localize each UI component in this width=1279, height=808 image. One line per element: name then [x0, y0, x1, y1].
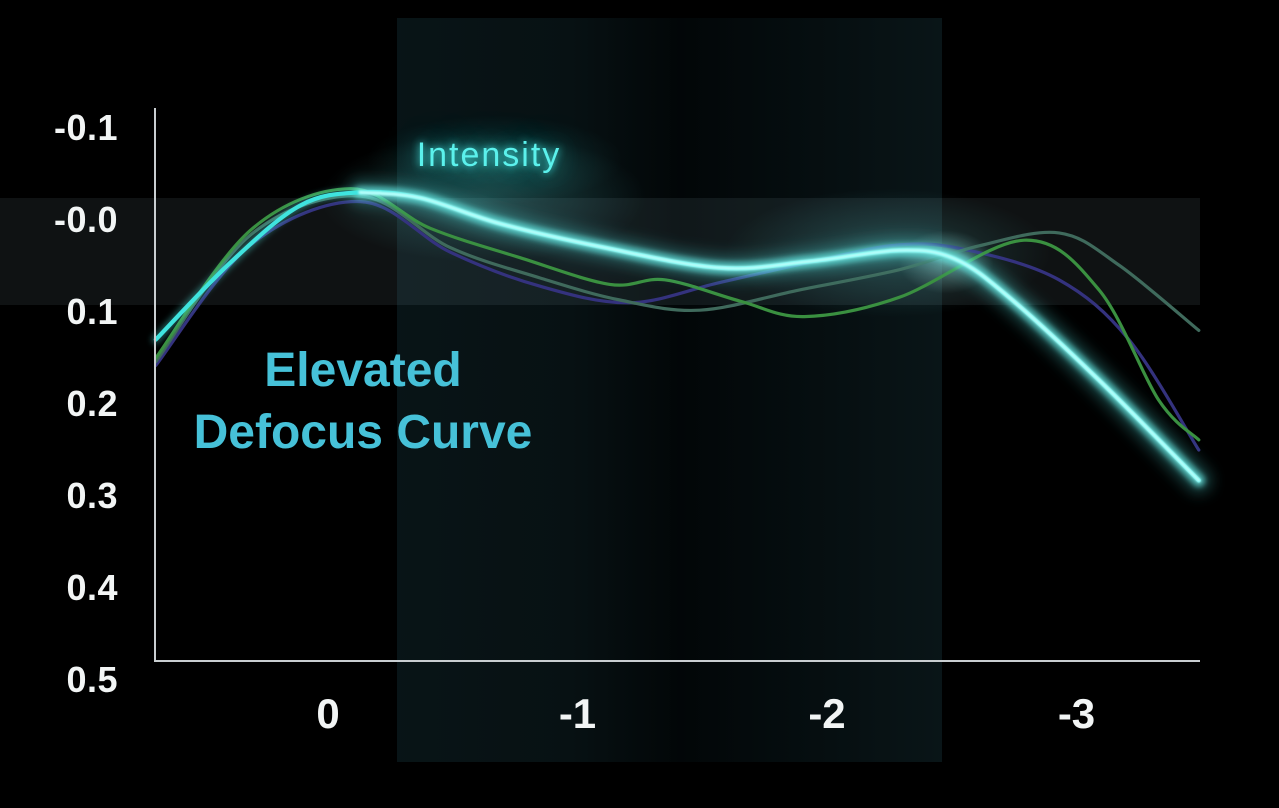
curve-group	[151, 179, 1212, 494]
x-tick-label: -1	[558, 690, 597, 737]
curve-comparison-indigo	[154, 199, 1201, 452]
y-tick-label: 0.1	[66, 291, 118, 332]
x-tick-label: 0	[316, 690, 340, 737]
intensity-curve-label: Intensity	[416, 136, 562, 174]
y-tick-label: 0.2	[66, 383, 118, 424]
y-tick-label: 0.3	[66, 475, 118, 516]
x-tick-label: -2	[808, 690, 846, 737]
chart-title-line-2: Defocus Curve	[193, 406, 533, 459]
curve-intensity-hot-core	[358, 190, 1201, 483]
y-tick-label: 0.5	[66, 659, 118, 700]
y-tick-label: 0.4	[66, 567, 118, 608]
y-tick-label: -0.0	[53, 199, 118, 240]
chart-title: Elevated Defocus Curve	[163, 340, 563, 464]
y-tick-label: -0.1	[53, 107, 118, 148]
vertical-highlight-band	[397, 18, 942, 762]
chart-title-line-1: Elevated	[264, 344, 462, 397]
x-tick-label: -3	[1057, 690, 1096, 737]
